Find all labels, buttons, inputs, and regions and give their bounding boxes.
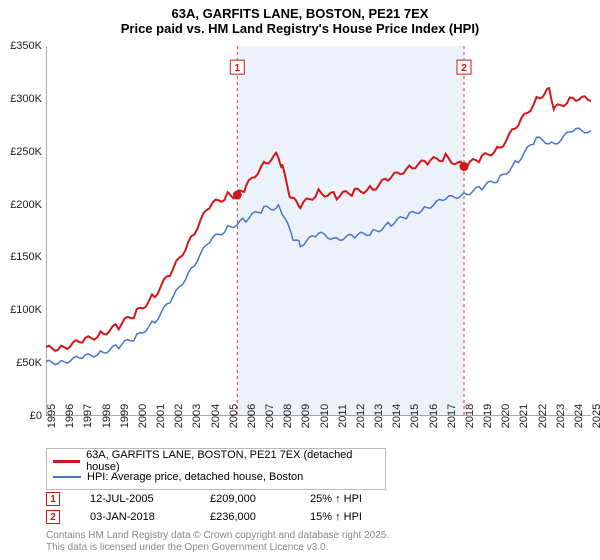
x-tick-label: 2010 [319, 404, 337, 428]
line-chart: 12 [46, 46, 591, 416]
x-tick-label: 1998 [101, 404, 119, 428]
legend-label-hpi: HPI: Average price, detached house, Bost… [87, 471, 303, 483]
x-tick-label: 2003 [191, 404, 209, 428]
y-tick-label: £250K [0, 146, 42, 158]
x-tick-label: 2014 [391, 404, 409, 428]
chart-area: 12 £0£50K£100K£150K£200K£250K£300K£350K … [46, 46, 591, 416]
y-tick-label: £0 [0, 410, 42, 422]
x-tick-label: 2006 [246, 404, 264, 428]
marker-delta-1: 25% ↑ HPI [310, 493, 362, 505]
x-tick-label: 1995 [46, 404, 64, 428]
marker-badge-2: 2 [46, 510, 60, 524]
x-tick-label: 1997 [82, 404, 100, 428]
footer-line-2: This data is licensed under the Open Gov… [46, 542, 389, 554]
x-tick-label: 2019 [482, 404, 500, 428]
marker-row-1: 1 12-JUL-2005 £209,000 25% ↑ HPI [46, 490, 362, 508]
x-tick-label: 2012 [355, 404, 373, 428]
y-tick-label: £100K [0, 304, 42, 316]
marker-date-1: 12-JUL-2005 [90, 493, 180, 505]
svg-text:1: 1 [235, 63, 241, 74]
x-tick-label: 2023 [555, 404, 573, 428]
footer-attribution: Contains HM Land Registry data © Crown c… [46, 530, 389, 554]
x-tick-label: 2002 [173, 404, 191, 428]
y-tick-label: £200K [0, 199, 42, 211]
x-tick-label: 2025 [591, 404, 600, 428]
footer-line-1: Contains HM Land Registry data © Crown c… [46, 530, 389, 542]
marker-table: 1 12-JUL-2005 £209,000 25% ↑ HPI 2 03-JA… [46, 490, 362, 526]
x-tick-label: 1999 [119, 404, 137, 428]
x-tick-label: 2015 [409, 404, 427, 428]
x-tick-label: 2017 [446, 404, 464, 428]
title-line-1: 63A, GARFITS LANE, BOSTON, PE21 7EX [0, 6, 600, 21]
legend-box: 63A, GARFITS LANE, BOSTON, PE21 7EX (det… [46, 448, 386, 490]
legend-swatch-property [53, 460, 80, 463]
marker-date-2: 03-JAN-2018 [90, 511, 180, 523]
chart-title: 63A, GARFITS LANE, BOSTON, PE21 7EX Pric… [0, 0, 600, 38]
y-tick-label: £350K [0, 40, 42, 52]
svg-text:2: 2 [461, 63, 467, 74]
x-tick-label: 2004 [210, 404, 228, 428]
x-tick-label: 2024 [573, 404, 591, 428]
x-tick-label: 2007 [264, 404, 282, 428]
x-tick-label: 2008 [282, 404, 300, 428]
marker-price-2: £236,000 [210, 511, 280, 523]
legend-label-property: 63A, GARFITS LANE, BOSTON, PE21 7EX (det… [86, 449, 379, 473]
legend-row-property: 63A, GARFITS LANE, BOSTON, PE21 7EX (det… [53, 453, 379, 469]
marker-row-2: 2 03-JAN-2018 £236,000 15% ↑ HPI [46, 508, 362, 526]
x-tick-label: 2011 [337, 404, 355, 428]
x-tick-label: 2016 [428, 404, 446, 428]
x-tick-label: 2009 [300, 404, 318, 428]
x-tick-label: 1996 [64, 404, 82, 428]
marker-badge-1: 1 [46, 492, 60, 506]
x-tick-label: 2001 [155, 404, 173, 428]
marker-price-1: £209,000 [210, 493, 280, 505]
y-tick-label: £300K [0, 93, 42, 105]
x-tick-label: 2021 [518, 404, 536, 428]
legend-swatch-hpi [53, 476, 81, 478]
y-tick-label: £150K [0, 251, 42, 263]
marker-delta-2: 15% ↑ HPI [310, 511, 362, 523]
x-tick-label: 2022 [537, 404, 555, 428]
x-tick-label: 2000 [137, 404, 155, 428]
x-tick-label: 2005 [228, 404, 246, 428]
x-tick-label: 2020 [500, 404, 518, 428]
title-line-2: Price paid vs. HM Land Registry's House … [0, 21, 600, 36]
y-tick-label: £50K [0, 357, 42, 369]
x-tick-label: 2018 [464, 404, 482, 428]
x-tick-label: 2013 [373, 404, 391, 428]
